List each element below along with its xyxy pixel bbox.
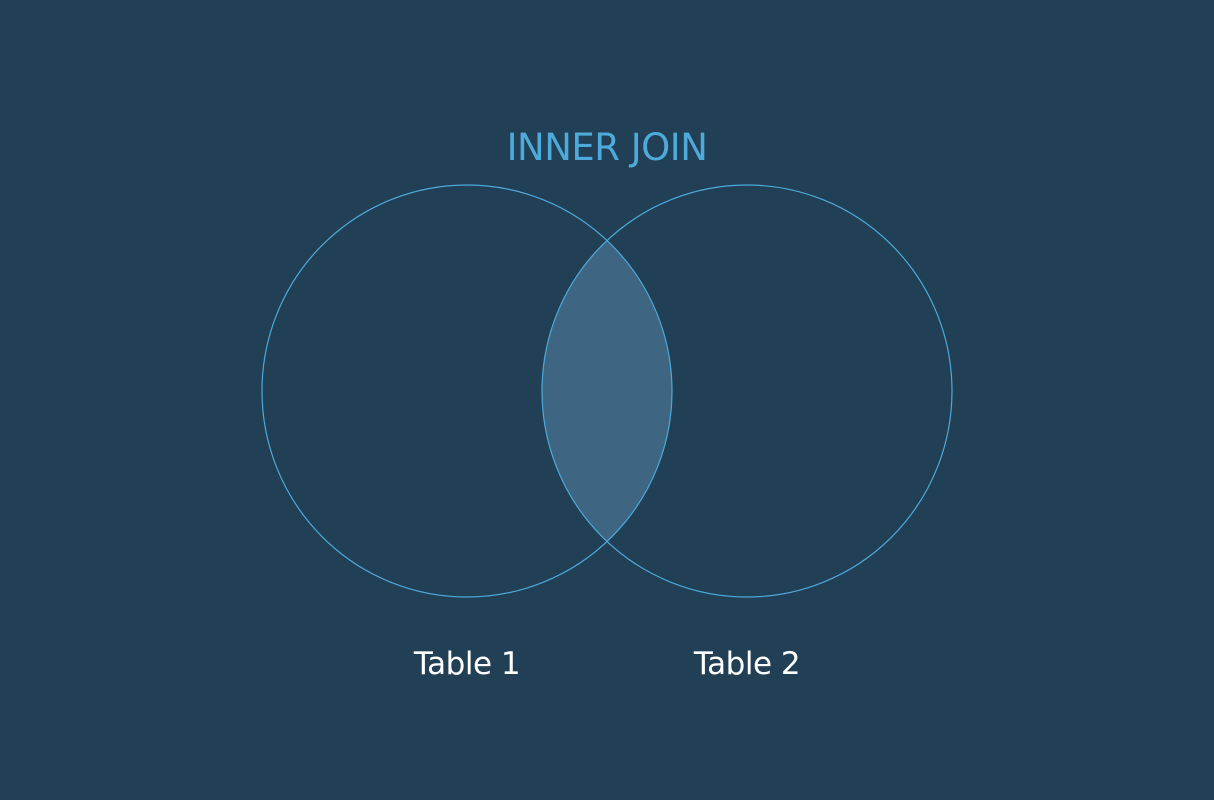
diagram-title: INNER JOIN (507, 126, 708, 169)
intersection-region (542, 185, 672, 597)
left-set-label: Table 1 (413, 646, 520, 682)
right-set-label: Table 2 (693, 646, 800, 682)
right-set-circle (541, 184, 953, 598)
left-set-circle (261, 184, 673, 598)
